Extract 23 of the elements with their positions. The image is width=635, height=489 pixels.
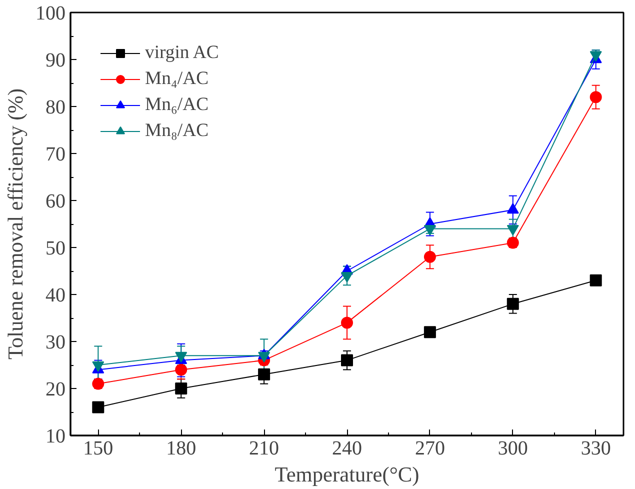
x-tick-label: 270	[414, 438, 445, 460]
y-tick-label: 40	[46, 284, 66, 306]
y-tick-label: 50	[46, 238, 66, 260]
x-tick-label: 150	[83, 438, 114, 460]
legend-label: Mn₆/AC	[145, 94, 209, 116]
y-tick-label: 60	[46, 190, 66, 212]
x-tick-label: 330	[580, 438, 611, 460]
x-tick-label: 180	[166, 438, 196, 460]
legend-label: Mn₈/AC	[145, 120, 209, 142]
y-axis-title: Toluene removal efficiency (%)	[4, 88, 28, 360]
y-tick-label: 30	[46, 332, 66, 354]
y-tick-label: 90	[46, 50, 66, 72]
y-tick-label: 80	[46, 96, 66, 118]
x-axis-title: Temperature(°C)	[274, 462, 420, 486]
legend-label: virgin AC	[145, 42, 219, 64]
x-tick-label: 240	[332, 438, 362, 460]
y-tick-label: 20	[46, 378, 66, 400]
y-tick-label: 100	[36, 2, 66, 24]
legend-label: Mn₄/AC	[145, 68, 209, 90]
x-tick-label: 300	[498, 438, 528, 460]
x-tick-label: 210	[249, 438, 280, 460]
y-tick-label: 70	[46, 144, 66, 166]
y-tick-label: 10	[46, 426, 66, 448]
